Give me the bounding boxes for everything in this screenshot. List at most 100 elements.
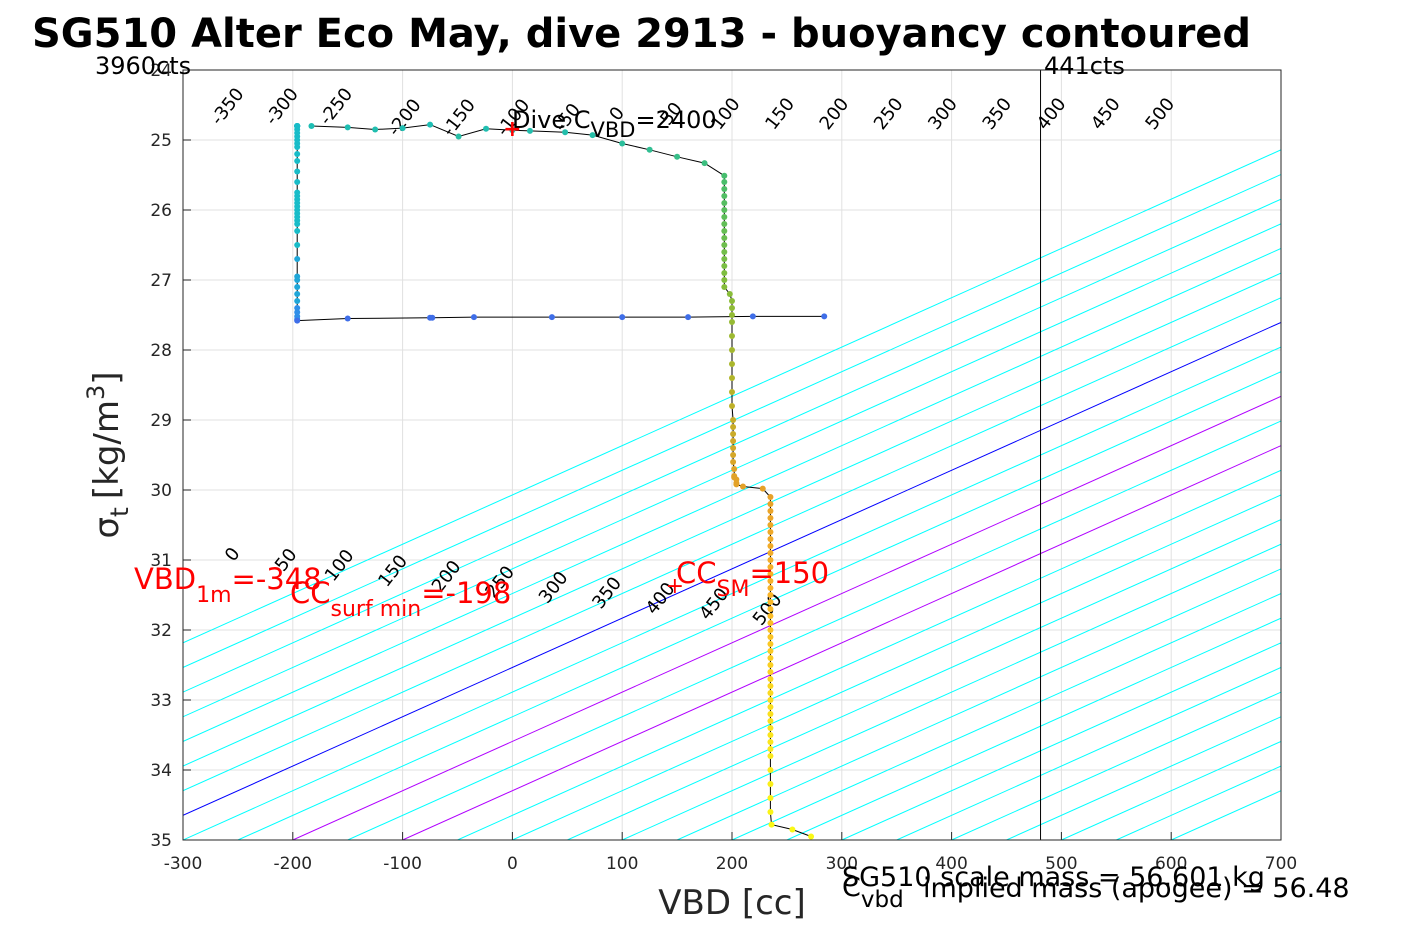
profile-point-climb bbox=[721, 186, 728, 192]
profile-point-climb bbox=[767, 809, 774, 815]
buoyancy-contour-line bbox=[347, 420, 1281, 840]
profile-point-climb bbox=[739, 483, 746, 490]
profile-point-climb bbox=[767, 606, 774, 612]
profile-point-climb bbox=[730, 431, 737, 437]
profile-point-dive bbox=[294, 313, 301, 320]
buoyancy-contour-line bbox=[183, 173, 1281, 669]
x-tick-label: 0 bbox=[507, 854, 518, 874]
profile-point-climb bbox=[721, 193, 728, 199]
profile-point-climb bbox=[808, 833, 815, 840]
profile-point-climb bbox=[767, 592, 774, 598]
profile-point-dive bbox=[294, 298, 301, 304]
profile-point-traverse bbox=[429, 314, 436, 321]
y-tick-label: 30 bbox=[150, 481, 172, 501]
buoyancy-contour-line bbox=[183, 272, 1281, 767]
profile-point-climb bbox=[767, 648, 774, 654]
y-tick-label: 24 bbox=[150, 61, 172, 81]
profile-point-climb bbox=[589, 132, 596, 139]
profile-point-climb bbox=[767, 536, 774, 542]
x-tick-label: -300 bbox=[164, 854, 203, 874]
profile-point-climb bbox=[399, 125, 406, 132]
profile-point-dive bbox=[294, 242, 301, 248]
buoyancy-contour-line bbox=[896, 666, 1281, 840]
profile-point-climb bbox=[767, 613, 774, 619]
profile-point-climb bbox=[619, 140, 626, 147]
profile-point-dive bbox=[294, 158, 301, 164]
footer-cvbd-subscript: vbd bbox=[861, 887, 904, 913]
x-tick-label: -100 bbox=[383, 854, 422, 874]
profile-point-climb bbox=[767, 550, 774, 556]
profile-point-climb bbox=[767, 585, 774, 591]
profile-point-climb bbox=[372, 126, 379, 133]
ccsurf-value: =-198 bbox=[421, 576, 511, 610]
profile-point-climb bbox=[767, 564, 774, 570]
profile-point-climb bbox=[767, 753, 774, 759]
buoyancy-contour-line bbox=[402, 445, 1281, 840]
profile-point-climb bbox=[767, 746, 774, 752]
buoyancy-contour-line bbox=[183, 297, 1281, 792]
vbd1m-annotation: VBD1m=-348 bbox=[134, 562, 322, 608]
x-tick-label: -200 bbox=[274, 854, 313, 874]
x-tick-label: 400 bbox=[935, 854, 967, 874]
y-tick-label: 31 bbox=[150, 551, 172, 571]
profile-point-climb bbox=[729, 298, 735, 304]
footer-scale-mass: SG510 scale mass = 56.601 kg bbox=[842, 862, 1265, 893]
profile-point-climb bbox=[721, 172, 728, 179]
y-tick-label: 28 bbox=[150, 341, 172, 361]
x-tick-label: 600 bbox=[1155, 854, 1187, 874]
profile-point-climb bbox=[721, 270, 728, 276]
vbd-limit-right-label: 441cts bbox=[1044, 52, 1125, 80]
profile-point-climb bbox=[721, 242, 728, 248]
profile-point-climb bbox=[526, 127, 533, 134]
buoyancy-contour-line bbox=[786, 617, 1281, 840]
y-tick-label: 25 bbox=[150, 131, 172, 151]
ccsurf-annotation: CCsurf min=-198 bbox=[290, 576, 511, 622]
profile-point-climb bbox=[767, 662, 774, 668]
y-tick-label: 26 bbox=[150, 201, 172, 221]
profile-point-climb bbox=[721, 284, 728, 290]
profile-point-climb bbox=[721, 256, 728, 262]
y-tick-label: 27 bbox=[150, 271, 172, 291]
profile-point-climb bbox=[767, 655, 774, 661]
profile-point-climb bbox=[767, 683, 774, 689]
profile-point-climb bbox=[562, 129, 569, 136]
footer-cvbd: Cvbd bbox=[842, 872, 904, 913]
y-tick-label: 33 bbox=[150, 691, 172, 711]
profile-point-climb bbox=[767, 522, 774, 528]
chart-title: SG510 Alter Eco May, dive 2913 - buoyanc… bbox=[32, 11, 1251, 57]
profile-point-climb bbox=[767, 515, 774, 521]
profile-point-climb bbox=[674, 153, 681, 160]
profile-point-climb bbox=[509, 127, 516, 134]
buoyancy-contour-line bbox=[183, 198, 1281, 693]
profile-point-climb bbox=[767, 767, 774, 773]
profile-point-dive bbox=[294, 179, 301, 185]
profile-point-climb bbox=[729, 333, 735, 339]
profile-point-climb bbox=[729, 312, 735, 318]
axis-ticks: -300 -200 -100 0 100 200 300 400 500 600 700 24 25 26… bbox=[150, 61, 1297, 874]
profile-point-climb bbox=[483, 125, 490, 132]
ccsurf-subscript: surf min bbox=[331, 597, 422, 622]
profile-point-climb bbox=[308, 123, 315, 129]
profile-point-traverse bbox=[749, 313, 756, 320]
profile-point-climb bbox=[767, 571, 774, 577]
profile-points bbox=[294, 121, 828, 840]
profile-point-climb bbox=[721, 235, 728, 241]
profile-point-climb bbox=[721, 277, 728, 283]
buoyancy-contour-line bbox=[183, 321, 1281, 816]
profile-point-climb bbox=[767, 494, 774, 500]
profile-point-dive bbox=[294, 189, 301, 196]
profile-point-climb bbox=[767, 718, 774, 724]
profile-point-dive bbox=[294, 291, 301, 297]
buoyancy-contour-line bbox=[841, 642, 1281, 840]
profile-point-traverse bbox=[470, 314, 477, 321]
profile-point-climb bbox=[730, 424, 737, 430]
profile-point-climb bbox=[767, 578, 774, 584]
profile-point-climb bbox=[767, 641, 774, 647]
x-tick-label: 700 bbox=[1265, 854, 1297, 874]
x-tick-label: 300 bbox=[826, 854, 858, 874]
vbd1m-text: VBD bbox=[134, 562, 196, 596]
buoyancy-contour-line bbox=[512, 494, 1281, 840]
profile-point-climb bbox=[721, 214, 728, 220]
profile-point-climb bbox=[767, 704, 774, 710]
